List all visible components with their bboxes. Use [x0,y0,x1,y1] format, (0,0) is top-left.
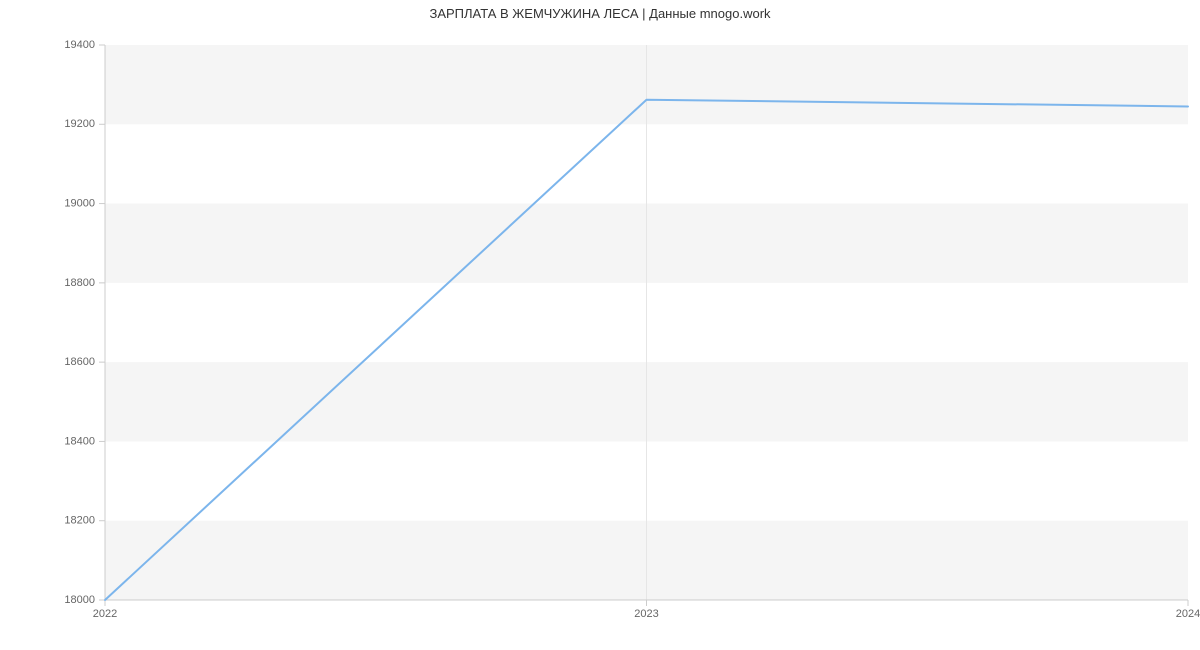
chart-title: ЗАРПЛАТА В ЖЕМЧУЖИНА ЛЕСА | Данные mnogo… [0,6,1200,21]
svg-text:18800: 18800 [64,277,95,289]
chart-svg: 18000 18200 18400 18600 18800 19000 19200 19400… [0,0,1200,650]
svg-text:19200: 19200 [64,118,95,130]
svg-text:18200: 18200 [64,515,95,527]
svg-text:18600: 18600 [64,356,95,368]
svg-text:19000: 19000 [64,197,95,209]
svg-text:19400: 19400 [64,39,95,51]
svg-text:2024: 2024 [1176,608,1200,620]
svg-text:18000: 18000 [64,594,95,606]
svg-text:2022: 2022 [93,608,117,620]
salary-line-chart: ЗАРПЛАТА В ЖЕМЧУЖИНА ЛЕСА | Данные mnogo… [0,0,1200,650]
svg-text:18400: 18400 [64,435,95,447]
svg-text:2023: 2023 [634,608,658,620]
